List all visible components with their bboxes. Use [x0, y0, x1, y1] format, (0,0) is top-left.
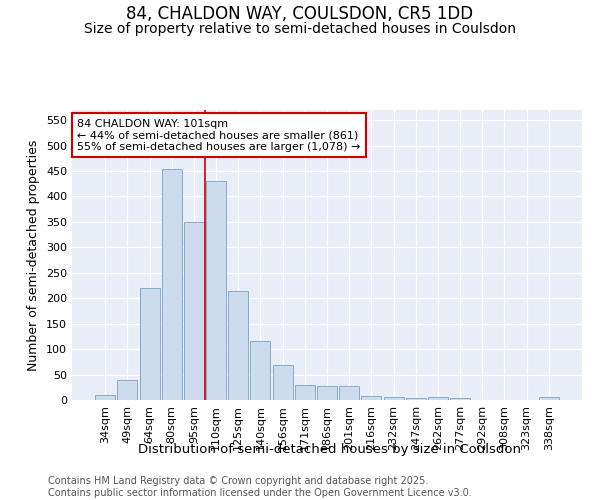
Bar: [206, 181, 226, 400]
Bar: [140, 288, 160, 400]
Bar: [539, 398, 559, 400]
Bar: [118, 380, 137, 400]
Bar: [317, 386, 337, 400]
Bar: [428, 398, 448, 400]
Text: Contains HM Land Registry data © Crown copyright and database right 2025.
Contai: Contains HM Land Registry data © Crown c…: [48, 476, 472, 498]
Y-axis label: Number of semi-detached properties: Number of semi-detached properties: [28, 140, 40, 370]
Bar: [339, 386, 359, 400]
Bar: [406, 398, 426, 400]
Bar: [250, 342, 271, 400]
Text: 84, CHALDON WAY, COULSDON, CR5 1DD: 84, CHALDON WAY, COULSDON, CR5 1DD: [127, 5, 473, 23]
Bar: [162, 168, 182, 400]
Bar: [383, 398, 404, 400]
Text: Size of property relative to semi-detached houses in Coulsdon: Size of property relative to semi-detach…: [84, 22, 516, 36]
Text: 84 CHALDON WAY: 101sqm
← 44% of semi-detached houses are smaller (861)
55% of se: 84 CHALDON WAY: 101sqm ← 44% of semi-det…: [77, 118, 361, 152]
Text: Distribution of semi-detached houses by size in Coulsdon: Distribution of semi-detached houses by …: [139, 442, 521, 456]
Bar: [361, 396, 382, 400]
Bar: [272, 366, 293, 400]
Bar: [95, 395, 115, 400]
Bar: [450, 398, 470, 400]
Bar: [228, 290, 248, 400]
Bar: [184, 222, 204, 400]
Bar: [295, 384, 315, 400]
